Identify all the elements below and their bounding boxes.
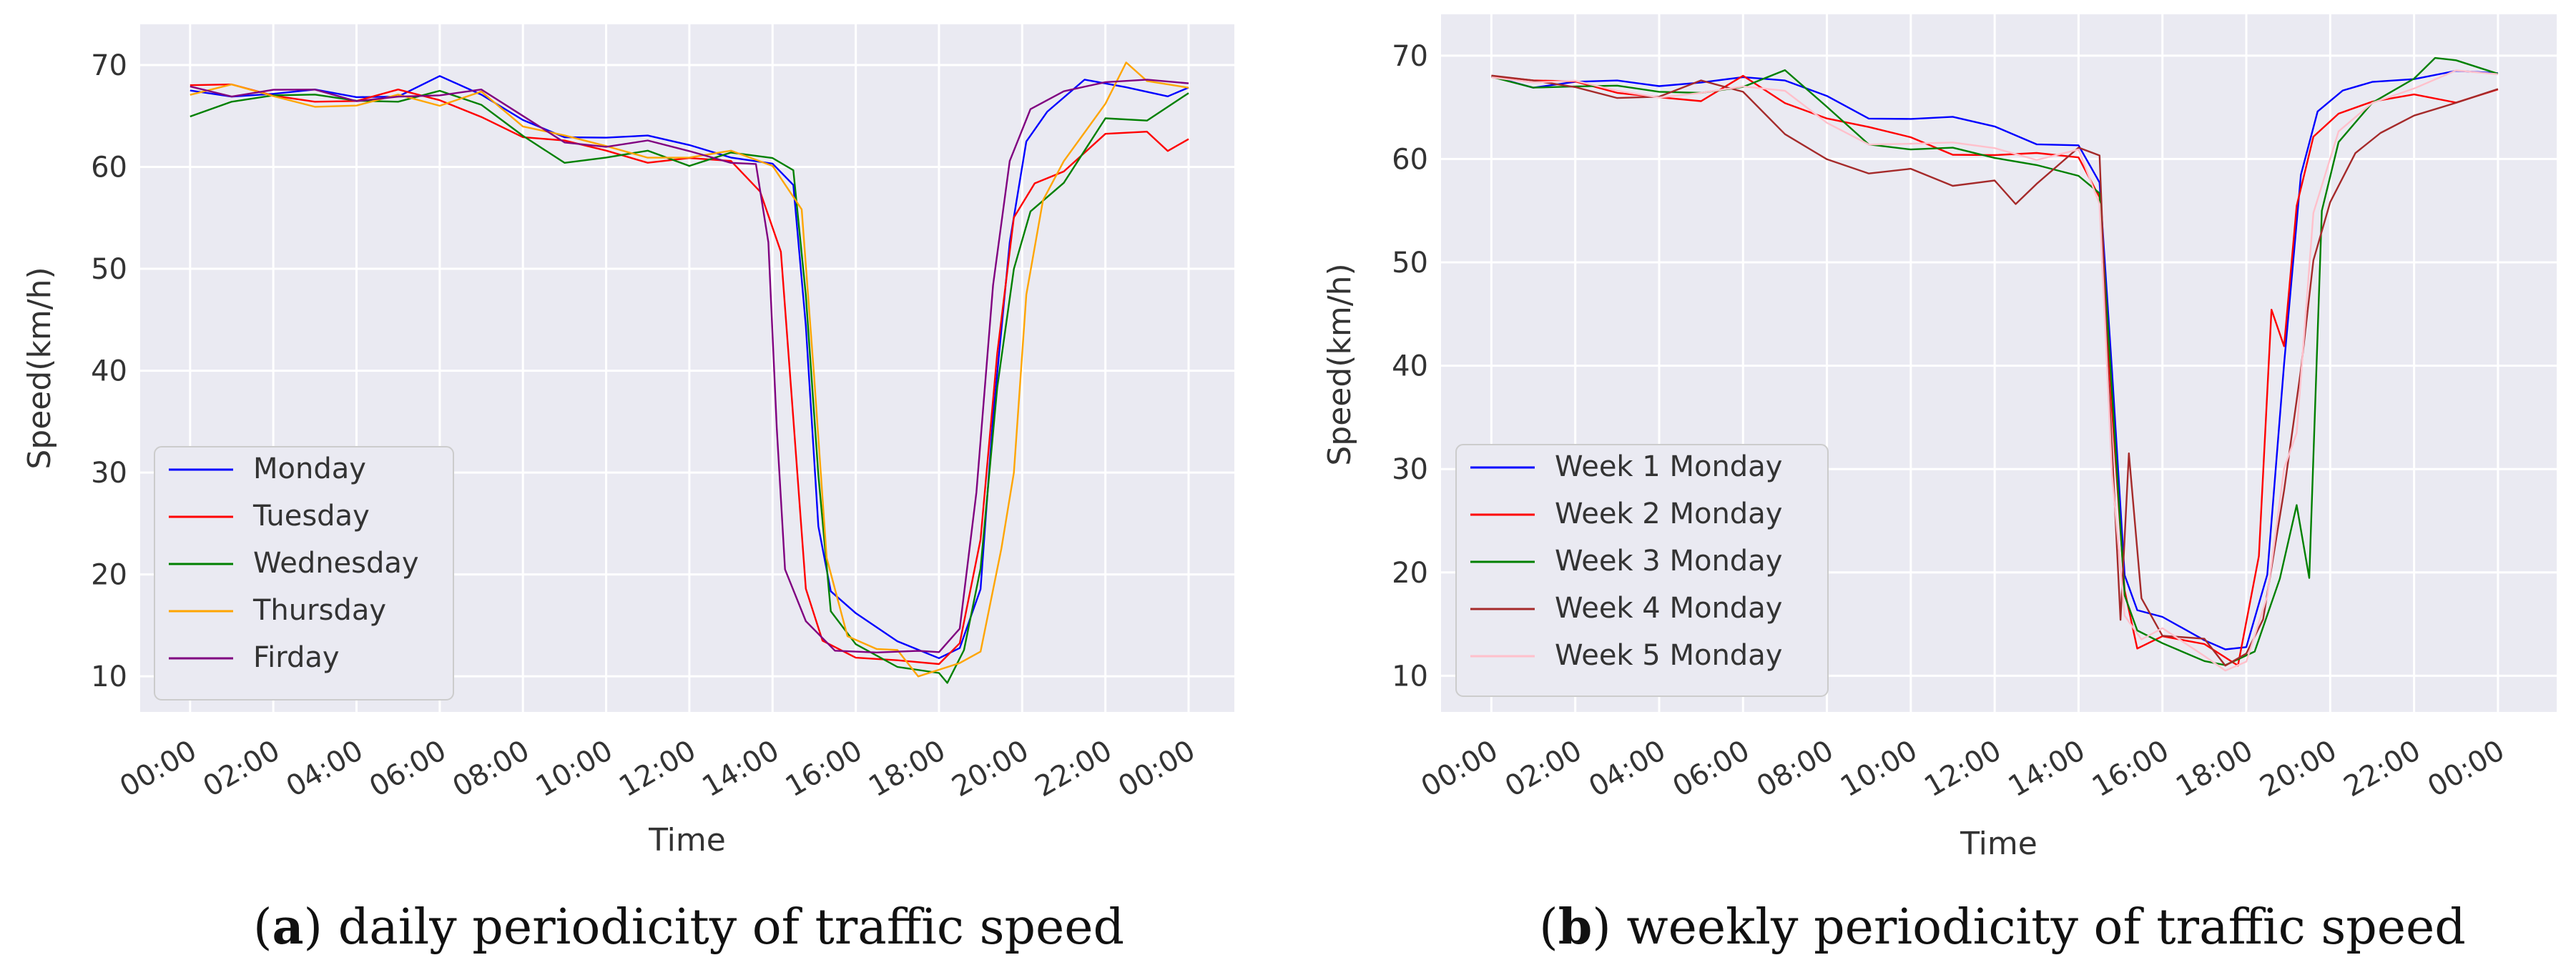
x-tick-a-7: 14:00 [697,734,785,803]
x-tick-b-11: 22:00 [2339,734,2427,803]
y-tick-a-20: 20 [91,559,127,592]
x-tick-b-9: 18:00 [2171,734,2258,803]
x-tick-a-8: 16:00 [780,734,868,803]
caption-a: (a) daily periodicity of traffic speed [253,899,1124,956]
series-line-a-2 [190,89,1189,684]
x-tick-b-5: 10:00 [1835,734,1923,803]
legend-frame-b [1455,444,1829,697]
legend-label-b-2: Week 3 Monday [1555,545,1782,578]
x-tick-b-12: 00:00 [2422,734,2510,803]
legend-label-b-4: Week 5 Monday [1555,639,1782,672]
x-tick-a-3: 06:00 [364,734,452,803]
x-tick-b-6: 12:00 [1919,734,2007,803]
legend-frame-a [154,446,454,701]
caption-letter-b: b [1558,899,1593,956]
legend-label-a-3: Thursday [252,594,386,627]
x-tick-a-12: 00:00 [1113,734,1201,803]
y-tick-a-60: 60 [91,152,127,184]
x-axis-label-b: Time [1960,826,2037,862]
y-ticks-a: 10 20 30 40 50 60 70 [91,49,127,693]
legend-label-b-0: Week 1 Monday [1555,450,1782,483]
y-tick-b-70: 70 [1392,40,1428,73]
y-tick-a-40: 40 [91,355,127,388]
legend-label-b-1: Week 2 Monday [1555,498,1782,530]
series-line-a-4 [190,79,1189,653]
legend-label-b-3: Week 4 Monday [1555,592,1782,625]
caption-b: (b) weekly periodicity of traffic speed [1539,899,2466,956]
x-tick-a-10: 20:00 [946,734,1034,803]
y-tick-b-40: 40 [1392,350,1428,383]
series-line-a-0 [190,75,1189,659]
x-tick-a-5: 10:00 [531,734,619,803]
legend-b: Week 1 Monday Week 2 Monday Week 3 Monday W… [1455,444,1829,697]
caption-letter-a: a [272,899,303,956]
x-axis-label-a: Time [648,822,726,858]
x-tick-b-0: 00:00 [1416,734,1504,803]
x-tick-b-8: 16:00 [2087,734,2175,803]
y-tick-b-10: 10 [1392,660,1428,693]
series-layer-a [190,61,1189,684]
legend-a: Monday Tuesday Wednesday Thursday Firday [154,446,454,701]
y-tick-b-20: 20 [1392,557,1428,590]
y-ticks-b: 10 20 30 40 50 60 70 [1392,40,1428,693]
series-line-a-1 [190,83,1189,665]
y-tick-a-70: 70 [91,49,127,82]
y-axis-label-a: Speed(km/h) [21,267,58,469]
x-tick-b-7: 14:00 [2003,734,2091,803]
x-ticks-a: 00:0002:0004:0006:0008:0010:0012:0014:00… [114,734,1201,803]
caption-text-b: weekly periodicity of traffic speed [1626,899,2465,956]
y-tick-a-10: 10 [91,660,127,693]
x-tick-b-4: 08:00 [1751,734,1839,803]
legend-label-a-2: Wednesday [253,547,419,580]
series-line-a-3 [190,61,1189,678]
y-axis-label-b: Speed(km/h) [1322,263,1358,465]
x-tick-a-4: 08:00 [447,734,535,803]
series-layer-b [1491,56,2499,672]
x-tick-a-0: 00:00 [114,734,202,803]
x-tick-b-3: 06:00 [1667,734,1755,803]
y-tick-b-30: 30 [1392,453,1428,486]
x-tick-a-6: 12:00 [614,734,702,803]
x-tick-b-2: 04:00 [1583,734,1671,803]
x-tick-a-2: 04:00 [281,734,369,803]
y-tick-b-60: 60 [1392,143,1428,176]
x-tick-b-10: 20:00 [2254,734,2342,803]
y-tick-b-50: 50 [1392,247,1428,279]
x-tick-b-1: 02:00 [1500,734,1588,803]
y-tick-a-30: 30 [91,457,127,490]
x-tick-a-1: 02:00 [197,734,285,803]
x-ticks-b: 00:0002:0004:0006:0008:0010:0012:0014:00… [1416,734,2510,803]
x-tick-a-11: 22:00 [1030,734,1118,803]
y-tick-a-50: 50 [91,253,127,286]
legend-label-a-1: Tuesday [252,500,370,533]
series-line-b-4 [1491,69,2499,672]
legend-label-a-0: Monday [253,452,366,485]
legend-label-a-4: Firday [253,641,340,674]
caption-text-a: daily periodicity of traffic speed [338,899,1124,956]
x-tick-a-9: 18:00 [863,734,951,803]
